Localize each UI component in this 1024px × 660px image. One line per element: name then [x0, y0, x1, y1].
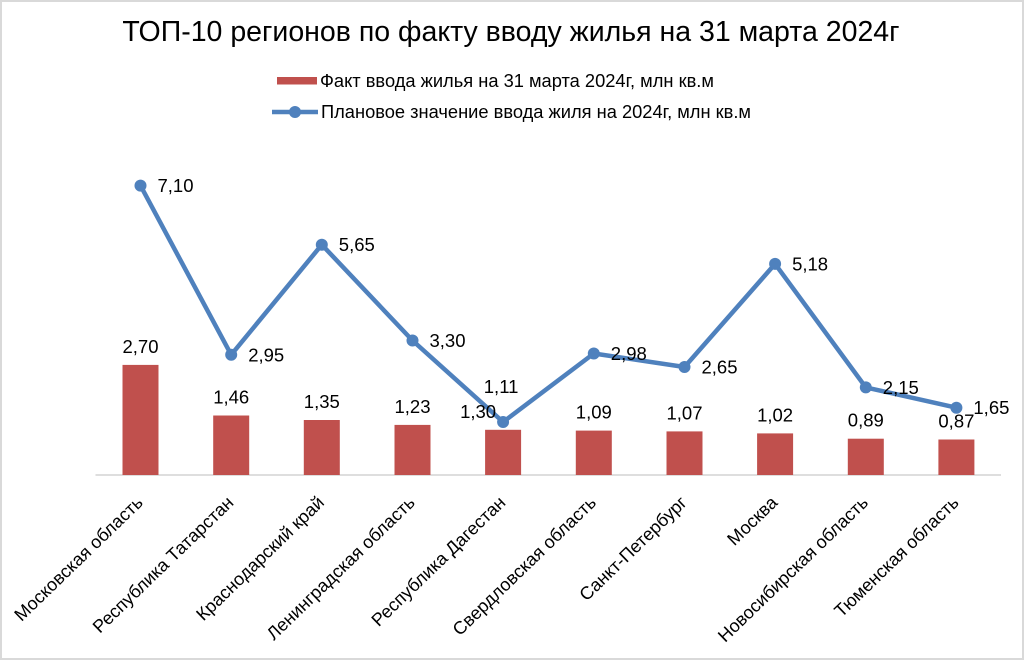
svg-text:1,35: 1,35: [304, 391, 340, 412]
svg-text:1,46: 1,46: [213, 387, 249, 408]
svg-text:ТОП-10 регионов по факту вводу: ТОП-10 регионов по факту вводу жилья на …: [122, 16, 899, 48]
svg-text:1,65: 1,65: [973, 397, 1009, 418]
svg-text:2,65: 2,65: [702, 357, 738, 378]
svg-text:1,07: 1,07: [666, 402, 702, 423]
svg-text:Плановое значение ввода жиля н: Плановое значение ввода жиля на 2024г, м…: [321, 101, 751, 122]
svg-text:3,30: 3,30: [430, 330, 466, 351]
svg-text:2,95: 2,95: [248, 344, 284, 365]
svg-text:1,09: 1,09: [576, 402, 612, 423]
svg-text:1,11: 1,11: [484, 376, 519, 397]
svg-text:Факт ввода жилья на 31 марта 2: Факт ввода жилья на 31 марта 2024г, млн …: [320, 70, 714, 91]
svg-text:2,70: 2,70: [122, 336, 158, 357]
svg-text:5,18: 5,18: [792, 253, 828, 274]
svg-text:2,98: 2,98: [611, 343, 647, 364]
svg-text:1,30: 1,30: [460, 401, 496, 422]
svg-text:0,87: 0,87: [938, 411, 974, 432]
svg-text:0,89: 0,89: [848, 410, 884, 431]
svg-text:1,02: 1,02: [757, 404, 793, 425]
svg-text:7,10: 7,10: [158, 175, 194, 196]
svg-text:2,15: 2,15: [883, 377, 919, 398]
svg-text:5,65: 5,65: [339, 234, 375, 255]
svg-text:1,23: 1,23: [394, 396, 430, 417]
